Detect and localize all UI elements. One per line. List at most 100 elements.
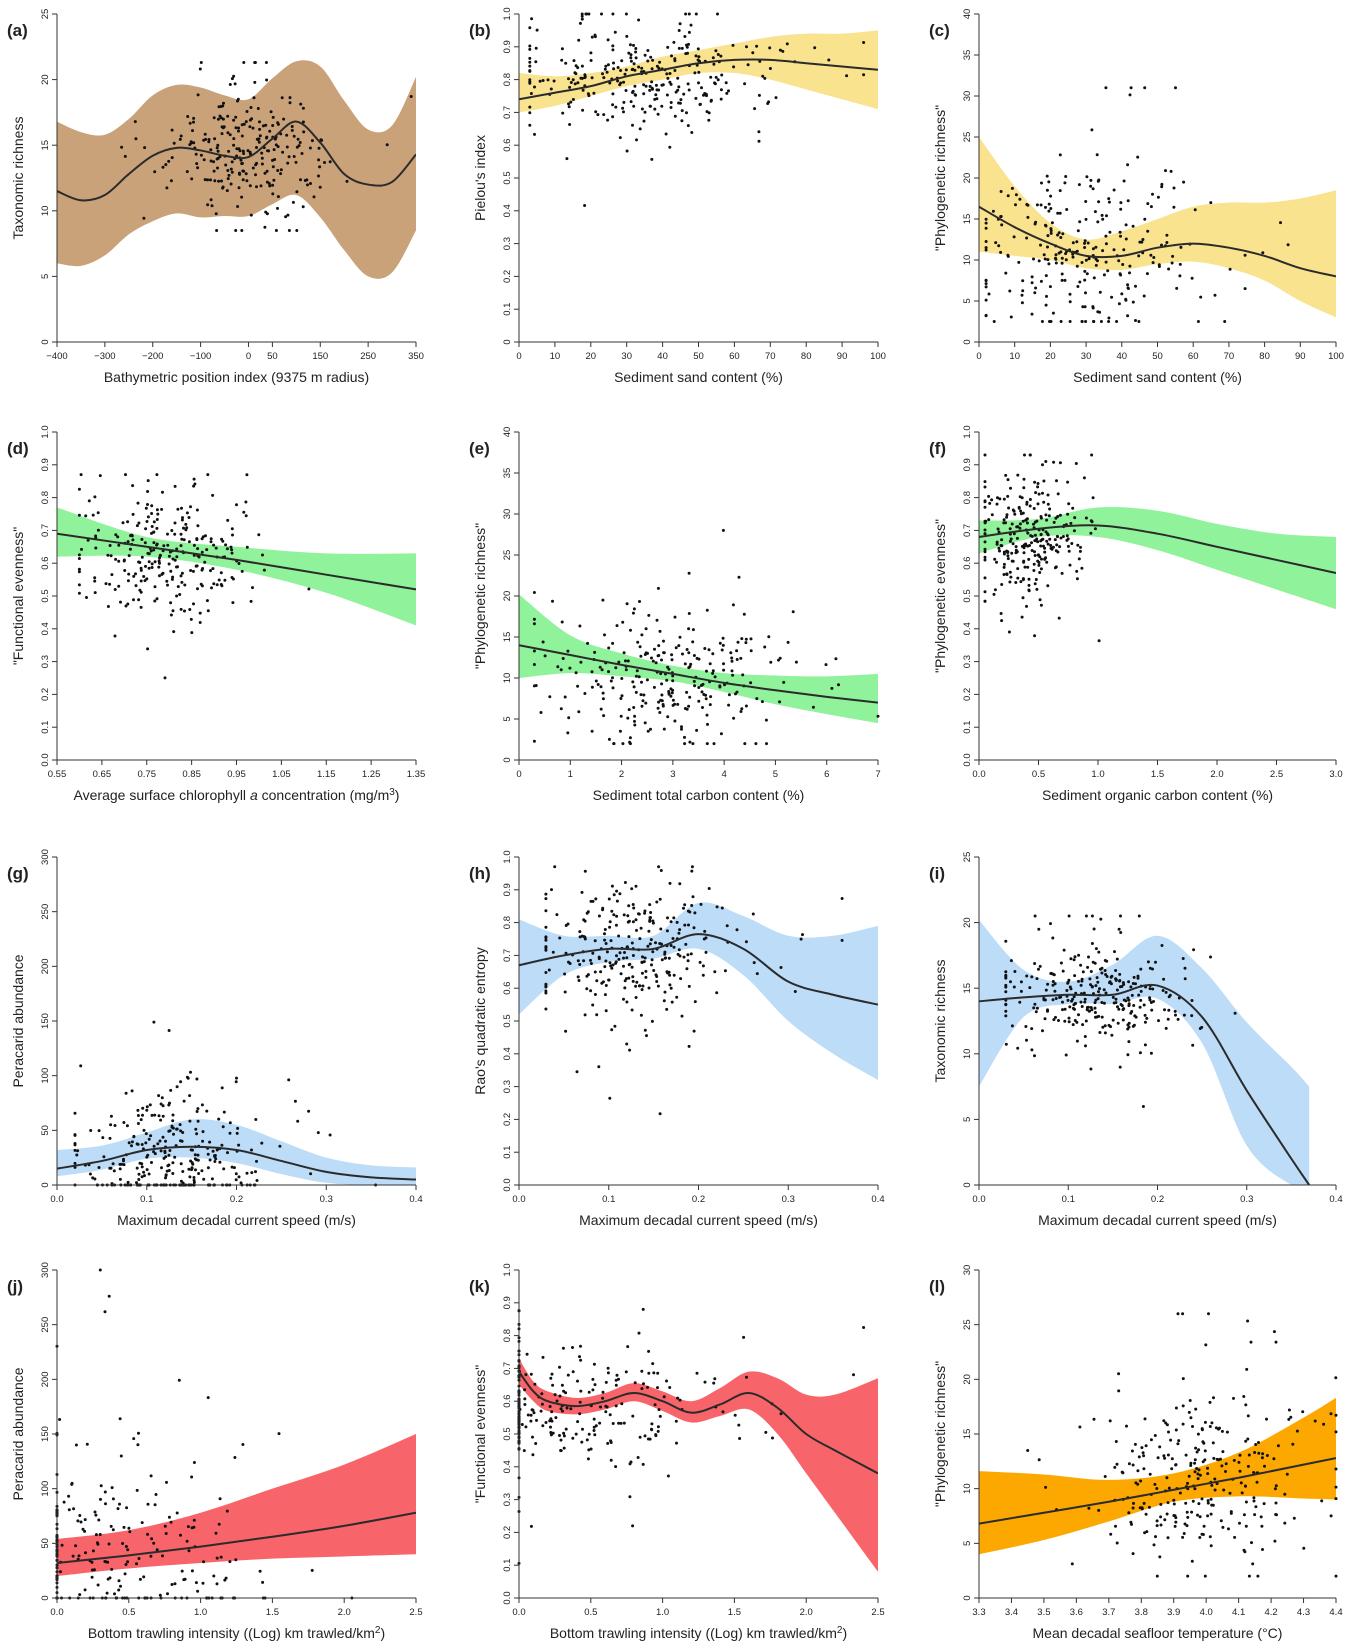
data-point [1086, 1005, 1090, 1009]
data-point [1066, 980, 1070, 984]
data-point [99, 1484, 103, 1488]
data-point [1073, 974, 1077, 978]
data-point [1005, 515, 1009, 519]
data-point [163, 1149, 167, 1153]
data-point [684, 942, 688, 946]
data-point [544, 925, 548, 929]
data-point [1242, 1395, 1246, 1398]
data-point [118, 1417, 122, 1421]
data-point [983, 500, 987, 504]
data-point [228, 1560, 232, 1564]
data-point [216, 166, 219, 170]
data-point [126, 1560, 130, 1564]
data-point [1040, 320, 1044, 323]
data-point [144, 527, 148, 531]
data-point [626, 914, 630, 918]
data-point [206, 178, 210, 182]
data-point [721, 643, 725, 647]
panels: −400 −300 −200 −100 0 50 150 250 3500510152025(a… [7, 7, 1344, 1641]
panel-c: 0 10 20 30 40 50 60 70 80 90 1000510152025303540(c… [929, 9, 1344, 385]
data-point [149, 1474, 153, 1478]
data-point [1166, 1501, 1170, 1505]
data-point [1056, 211, 1060, 215]
data-point [769, 660, 773, 664]
data-point [569, 100, 573, 104]
data-point [541, 640, 545, 644]
data-point [1076, 285, 1080, 288]
x-tick-label: 1.05 [272, 769, 291, 780]
data-point [81, 1527, 85, 1531]
data-point [175, 565, 178, 569]
data-point [59, 1570, 62, 1574]
x-tick-label: 3.6 [1070, 1607, 1083, 1618]
data-point [1126, 163, 1130, 167]
y-tick-label: 5 [962, 1117, 973, 1122]
x-tick-label: −200 [142, 351, 163, 362]
data-point [1068, 320, 1072, 323]
data-point [1159, 1515, 1163, 1519]
data-point [560, 58, 564, 62]
data-point [595, 1013, 599, 1017]
y-tick-label: 0.4 [962, 622, 973, 635]
data-point [592, 1417, 596, 1421]
x-tick-label: 40 [657, 351, 668, 362]
data-point [76, 1519, 80, 1523]
data-point [667, 956, 671, 960]
data-point [597, 914, 601, 918]
data-point [745, 45, 748, 49]
data-point [1174, 1463, 1178, 1467]
data-point [77, 591, 81, 595]
x-tick-label: 2.0 [1210, 769, 1223, 780]
data-point [611, 641, 615, 645]
data-point [185, 1075, 189, 1079]
data-point [564, 924, 568, 927]
x-axis-label: Average surface chlorophyll a concentrat… [74, 787, 400, 803]
data-point [586, 1457, 590, 1461]
data-point [1039, 539, 1043, 543]
data-point [135, 1166, 139, 1170]
data-point [1022, 560, 1026, 564]
data-point [1030, 541, 1033, 545]
data-point [552, 79, 556, 83]
data-point [220, 132, 224, 136]
data-point [261, 1580, 265, 1584]
data-point [669, 106, 673, 109]
data-point [651, 58, 655, 62]
data-point [83, 1529, 87, 1533]
panel-a: −400 −300 −200 −100 0 50 150 250 3500510152025(a… [7, 9, 424, 385]
data-point [188, 1119, 192, 1123]
data-point [579, 1389, 583, 1393]
data-point [641, 984, 645, 988]
data-point [757, 93, 761, 97]
data-point [271, 115, 275, 119]
data-point [683, 35, 687, 38]
data-point [646, 59, 650, 63]
data-point [1059, 536, 1063, 540]
data-point [983, 599, 987, 603]
data-point [246, 149, 250, 153]
data-point [626, 659, 630, 663]
x-tick-label: 0.4 [409, 1194, 422, 1205]
data-point [668, 80, 672, 84]
data-point [1134, 1481, 1138, 1485]
data-point [205, 548, 209, 552]
data-point [170, 156, 174, 160]
data-point [1028, 986, 1032, 990]
data-point [206, 473, 210, 477]
x-tick-label: 20 [1045, 351, 1056, 362]
data-point [240, 229, 244, 232]
data-point [1240, 1491, 1244, 1495]
data-point [1054, 253, 1058, 257]
data-point [119, 600, 122, 604]
data-point [158, 574, 161, 578]
data-point [656, 984, 660, 988]
data-point [583, 1013, 587, 1017]
fit-line [519, 644, 878, 704]
data-point [1044, 274, 1048, 278]
data-point [637, 1331, 641, 1335]
data-point [1054, 997, 1058, 1000]
data-point [563, 990, 567, 994]
data-point [179, 544, 183, 548]
data-point [740, 637, 744, 641]
data-point [1185, 1524, 1189, 1528]
